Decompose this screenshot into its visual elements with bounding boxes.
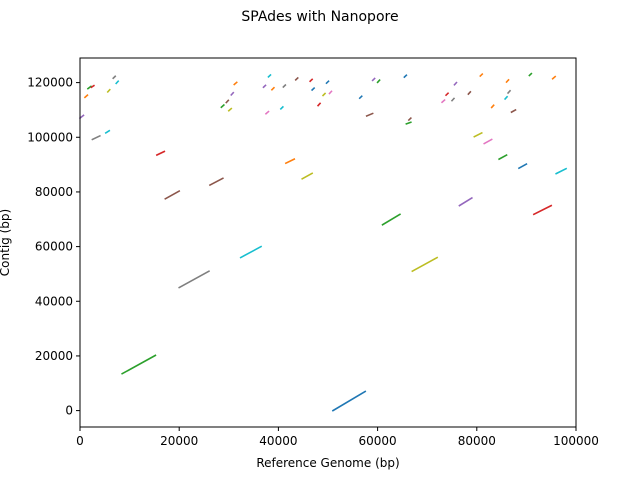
alignment-segment-62 — [510, 108, 517, 114]
alignment-segment-22 — [86, 85, 93, 90]
alignment-segment-61 — [506, 89, 512, 95]
y-axis: 0 20000 40000 60000 80000 100000 120000 — [27, 76, 80, 418]
alignment-segment-50 — [405, 121, 412, 125]
alignment-segment-48 — [376, 79, 381, 84]
alignment-segment-15 — [555, 167, 568, 175]
alignment-segment-7 — [458, 196, 473, 207]
y-tick-label: 80000 — [35, 185, 73, 199]
alignment-segment-63 — [528, 72, 533, 77]
alignment-segment-54 — [450, 97, 456, 102]
alignment-segment-12 — [155, 150, 166, 157]
chart-title: SPAdes with Nanopore — [241, 9, 398, 25]
alignment-segment-4 — [381, 213, 402, 226]
alignment-segment-34 — [267, 73, 272, 78]
alignment-segment-19 — [104, 129, 111, 134]
alignment-segment-33 — [264, 110, 270, 115]
alignment-segment-52 — [440, 98, 446, 104]
alignment-segment-57 — [479, 72, 484, 78]
alignment-segment-10 — [301, 172, 314, 180]
alignment-segment-42 — [321, 92, 327, 97]
alignment-segment-24 — [106, 88, 111, 94]
y-tick-label: 60000 — [35, 240, 73, 254]
x-axis: 0 20000 40000 60000 80000 100000 — [76, 427, 599, 448]
alignment-segment-29 — [227, 107, 233, 112]
alignment-segment-3 — [239, 245, 263, 259]
alignment-segment-56 — [467, 90, 472, 96]
alignment-segment-37 — [282, 83, 287, 89]
y-tick-label: 20000 — [35, 349, 73, 363]
plot-frame — [79, 57, 577, 428]
alignment-segment-8 — [164, 190, 181, 200]
alignment-segment-30 — [230, 91, 235, 97]
alignment-segment-17 — [473, 131, 483, 138]
alignment-segment-55 — [453, 81, 458, 86]
x-axis-label: Reference Genome (bp) — [256, 456, 399, 470]
alignment-segment-13 — [498, 153, 508, 161]
x-tick-label: 0 — [76, 434, 84, 448]
y-tick-label: 120000 — [27, 76, 73, 90]
alignment-segment-28 — [225, 99, 230, 104]
y-tick-label: 0 — [65, 404, 73, 418]
alignment-segment-6 — [532, 204, 553, 216]
alignment-segment-36 — [279, 105, 284, 110]
alignment-segment-40 — [310, 86, 316, 92]
x-tick-label: 80000 — [458, 434, 496, 448]
x-tick-label: 100000 — [553, 434, 599, 448]
alignment-segment-9 — [208, 177, 224, 187]
y-tick-label: 40000 — [35, 294, 73, 308]
plot-area — [78, 72, 568, 412]
alignment-segment-21 — [83, 94, 89, 99]
alignment-segment-0 — [331, 390, 367, 412]
alignment-segment-32 — [262, 84, 267, 89]
alignment-segment-59 — [503, 95, 509, 101]
y-axis-label: Contig (bp) — [0, 209, 12, 276]
alignment-segment-47 — [371, 77, 376, 82]
alignment-segment-41 — [316, 102, 322, 107]
alignment-segment-5 — [411, 256, 439, 273]
alignment-segment-38 — [294, 76, 299, 82]
alignment-segment-49 — [403, 74, 408, 79]
alignment-segment-25 — [112, 75, 117, 80]
alignment-segment-18 — [91, 134, 101, 141]
alignment-segment-23 — [90, 84, 95, 89]
alignment-segment-26 — [115, 80, 120, 85]
alignment-segment-11 — [284, 158, 296, 165]
alignment-segment-64 — [551, 75, 557, 80]
alignment-segment-20 — [78, 114, 85, 120]
alignment-segment-14 — [517, 162, 528, 170]
alignment-segment-27 — [220, 103, 225, 109]
alignment-segment-39 — [309, 78, 314, 83]
alignment-segment-60 — [505, 78, 510, 84]
alignment-segment-16 — [483, 138, 493, 145]
alignment-segment-45 — [358, 95, 363, 100]
alignment-segment-1 — [121, 354, 157, 375]
x-tick-label: 40000 — [259, 434, 297, 448]
alignment-segment-44 — [328, 90, 333, 95]
alignment-segment-53 — [444, 92, 450, 97]
x-tick-label: 20000 — [160, 434, 198, 448]
alignment-segment-31 — [233, 81, 238, 86]
alignment-segment-58 — [490, 104, 495, 109]
x-tick-label: 60000 — [359, 434, 397, 448]
alignment-segment-46 — [365, 112, 374, 117]
alignment-segment-35 — [270, 86, 276, 91]
alignment-segment-2 — [178, 270, 211, 289]
y-tick-label: 100000 — [27, 130, 73, 144]
alignment-segment-51 — [407, 116, 412, 122]
alignment-segment-43 — [325, 80, 330, 85]
